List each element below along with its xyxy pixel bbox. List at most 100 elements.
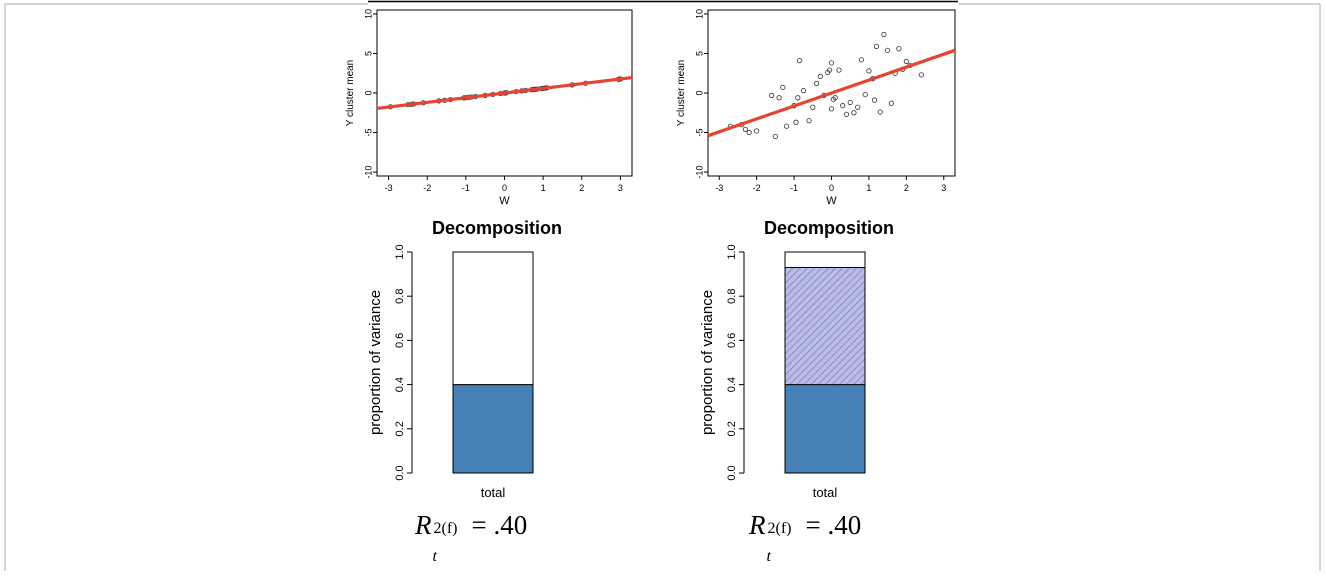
bar-left-y-tick-label: 0.8 bbox=[394, 289, 406, 304]
scatter-right-data-point bbox=[797, 57, 803, 64]
scatter-right-data-point bbox=[754, 128, 760, 134]
scatter-right-data-point bbox=[888, 100, 894, 106]
scatter-right-data-point bbox=[742, 126, 749, 132]
scatter-left-x-tick-label: -2 bbox=[423, 183, 431, 193]
scatter-right-data-point bbox=[780, 84, 786, 91]
scatter-right-x-tick-label: -3 bbox=[715, 183, 723, 193]
formula-left-subscript: t bbox=[432, 548, 437, 565]
bar-left-bar-segment bbox=[452, 384, 534, 474]
scatter-right-y-tick-label: 0 bbox=[694, 90, 704, 95]
scatter-right-data-point bbox=[776, 95, 782, 101]
scatter-right-data-point bbox=[800, 88, 807, 94]
scatter-right-data-point bbox=[840, 103, 846, 109]
formula-right-subscript: t bbox=[766, 548, 771, 565]
scatter-right-data-point bbox=[813, 80, 820, 87]
formula-left: R 2(f) t = .40 bbox=[415, 510, 528, 565]
bar-left-y-tick-label: 0.6 bbox=[394, 333, 406, 348]
bar-left-category-label: total bbox=[481, 485, 506, 500]
scatter-right-data-point bbox=[877, 109, 883, 115]
scatter-right-y-axis-label: Y cluster mean bbox=[676, 60, 687, 127]
scatter-right-y-tick-label: -5 bbox=[694, 129, 704, 137]
bar-left-y-tick-label: 0.0 bbox=[394, 465, 406, 480]
scatter-right-data-point bbox=[855, 104, 861, 110]
bar-right-y-tick-label: 0.6 bbox=[726, 333, 738, 348]
bar-left-y-tick-label: 0.2 bbox=[394, 421, 406, 436]
bar-right-y-axis-label: proportion of variance bbox=[699, 290, 716, 435]
scatter-right-x-axis-label: W bbox=[826, 195, 837, 207]
bar-right-category-label: total bbox=[813, 485, 838, 500]
scatter-left-x-tick-label: 0 bbox=[502, 183, 507, 193]
scatter-left-y-axis-label: Y cluster mean bbox=[345, 60, 356, 127]
scatter-right-data-point bbox=[783, 123, 790, 129]
scatter-right-data-point bbox=[871, 97, 878, 103]
scatter-left-x-tick-label: -1 bbox=[462, 183, 470, 193]
scatter-right-data-point bbox=[806, 118, 812, 124]
scatter-left-y-tick-label: 10 bbox=[363, 9, 373, 19]
scatter-right-data-point bbox=[832, 95, 838, 101]
scatter-right-x-tick-label: 1 bbox=[866, 183, 871, 193]
scatter-right-x-tick-label: 0 bbox=[829, 183, 834, 193]
scatter-right-data-point bbox=[903, 58, 909, 64]
bar-right-y-tick-label: 0.8 bbox=[726, 289, 738, 304]
bar-right-bar-segment bbox=[784, 384, 866, 474]
scatter-right-data-point bbox=[858, 57, 865, 63]
scatter-left-x-tick-label: -3 bbox=[385, 183, 393, 193]
scatter-right-data-point bbox=[795, 95, 801, 101]
scatter-right-data-point bbox=[873, 43, 880, 49]
formula-right-superscript: 2(f) bbox=[767, 520, 792, 537]
scatter-right-x-tick-label: -1 bbox=[790, 183, 798, 193]
scatter-left-x-tick-label: 1 bbox=[541, 183, 546, 193]
formula-left-value: = .40 bbox=[471, 510, 528, 540]
bar-right-y-tick-label: 0.0 bbox=[726, 465, 738, 480]
formula-right: R 2(f) t = .40 bbox=[749, 510, 862, 565]
bar-left-bar-segment bbox=[452, 251, 534, 386]
scatter-right-data-point bbox=[772, 133, 778, 140]
scatter-left-y-tick-label: 5 bbox=[363, 51, 373, 56]
bar-right-bar-segment bbox=[784, 266, 866, 386]
scatter-right-data-point bbox=[828, 106, 835, 112]
scatter-right-y-tick-label: 5 bbox=[694, 51, 704, 56]
scatter-right-data-point bbox=[843, 111, 850, 117]
scatter-right-data-point bbox=[828, 60, 835, 66]
bar-left-y-axis-label: proportion of variance bbox=[367, 290, 384, 435]
formula-right-value: = .40 bbox=[805, 510, 862, 540]
scatter-right-data-point bbox=[793, 119, 799, 125]
scatter-right-data-point bbox=[769, 92, 775, 98]
scatter-right-y-tick-label: -10 bbox=[694, 166, 704, 179]
scatter-left-fit-line bbox=[376, 75, 633, 111]
formula-right-base: R bbox=[749, 510, 766, 540]
bar-right-y-tick-label: 1.0 bbox=[726, 244, 738, 259]
scatter-right-data-point bbox=[817, 73, 823, 80]
scatter-right-data-point bbox=[866, 68, 872, 74]
scatter-right-data-point bbox=[896, 46, 902, 52]
scatter-left-y-tick-label: -10 bbox=[363, 166, 373, 179]
scatter-right-data-point bbox=[746, 129, 752, 136]
formula-left-superscript: 2(f) bbox=[433, 520, 458, 537]
bar-left-title: Decomposition bbox=[432, 218, 562, 238]
scatter-left-x-axis-label: W bbox=[499, 195, 510, 207]
scatter-right-x-tick-label: 3 bbox=[941, 183, 946, 193]
bar-right-bar-segment bbox=[784, 251, 866, 268]
bar-left-plot: Decomposition 0.0 0.2 0.4 0.6 0.8 1.0 proportio… bbox=[367, 218, 562, 500]
scatter-right-data-point bbox=[918, 72, 924, 78]
scatter-right-data-point bbox=[847, 99, 853, 106]
formula-left-base: R bbox=[415, 510, 432, 540]
scatter-right-x-tick-label: 2 bbox=[904, 183, 909, 193]
bar-right-y-tick-label: 0.2 bbox=[726, 421, 738, 436]
scatter-left-x-tick-label: 3 bbox=[618, 183, 623, 193]
scatter-right-x-tick-label: -2 bbox=[753, 183, 761, 193]
scatter-right-data-point bbox=[881, 31, 887, 38]
bar-right-plot: Decomposition 0.0 0.2 0.4 0.6 0.8 1.0 proportio… bbox=[699, 218, 894, 500]
scatter-right-data-point bbox=[885, 47, 891, 53]
scatter-right-data-point bbox=[827, 67, 833, 73]
scatter-right-y-tick-label: 10 bbox=[694, 9, 704, 19]
bar-right-y-tick-label: 0.4 bbox=[726, 377, 738, 392]
scatter-right-data-point bbox=[836, 67, 842, 73]
bar-left-y-tick-label: 0.4 bbox=[394, 377, 406, 392]
bar-left-y-tick-label: 1.0 bbox=[394, 244, 406, 259]
